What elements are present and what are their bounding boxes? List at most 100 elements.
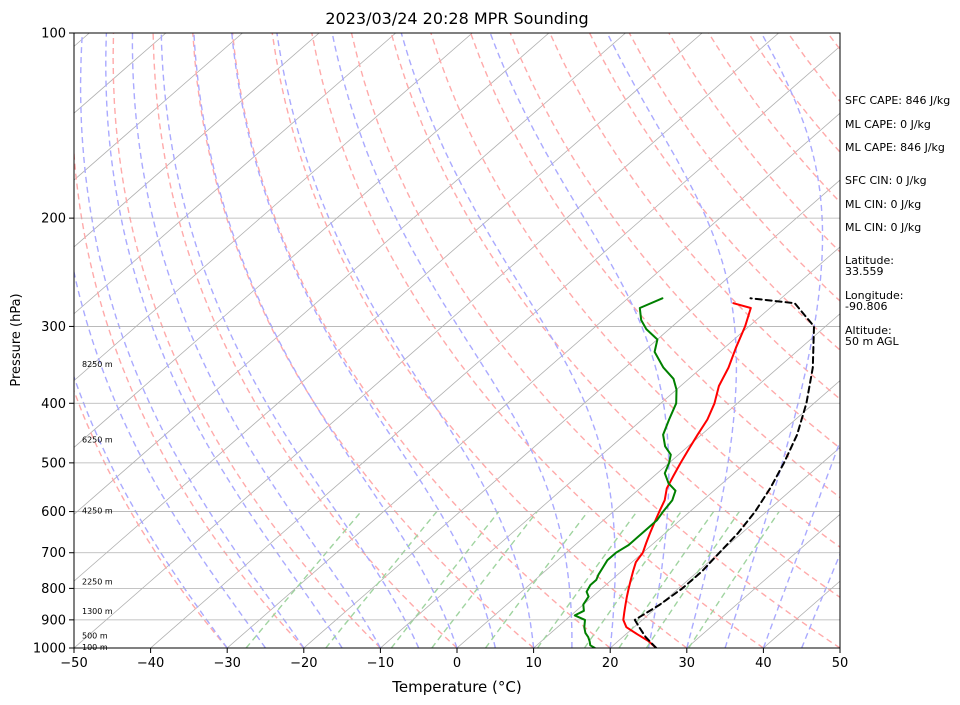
y-axis-ticks: 1000 900 800 700 600 500 400 300 200 100 bbox=[33, 27, 74, 657]
moist-adiabat-line bbox=[606, 33, 738, 648]
y-tick-label: 700 bbox=[41, 546, 66, 561]
y-tick-label: 1000 bbox=[33, 642, 66, 657]
height-label: 2250 m bbox=[82, 578, 113, 587]
mixing-ratio-line bbox=[431, 511, 538, 648]
y-tick-label: 300 bbox=[41, 320, 66, 335]
chart-title: 2023/03/24 20:28 MPR Sounding bbox=[325, 9, 588, 28]
x-tick-label: −20 bbox=[290, 656, 317, 671]
dry-adiabat-line bbox=[549, 33, 840, 400]
mixing-ratio-line bbox=[245, 511, 362, 648]
x-tick-label: −50 bbox=[60, 656, 87, 671]
x-tick-label: −10 bbox=[367, 656, 394, 671]
mixing-ratio-line bbox=[325, 511, 438, 648]
y-tick-label: 900 bbox=[41, 613, 66, 628]
dewpoint-line bbox=[573, 297, 678, 648]
dry-adiabat-line bbox=[390, 33, 840, 599]
ml-cape-text: ML CAPE: 0 J/kg bbox=[845, 118, 931, 131]
x-tick-label: 30 bbox=[679, 656, 696, 671]
x-tick-label: 20 bbox=[602, 656, 619, 671]
info-panel: SFC CAPE: 846 J/kg ML CAPE: 0 J/kg ML CA… bbox=[845, 94, 950, 348]
height-label: 8250 m bbox=[82, 360, 113, 369]
plot-frame bbox=[73, 32, 841, 649]
y-tick-label: 200 bbox=[41, 212, 66, 227]
longitude-label: Longitude: bbox=[845, 289, 903, 302]
moist-adiabat-line bbox=[105, 33, 343, 648]
moist-adiabat-line bbox=[400, 33, 616, 648]
isotherm-line bbox=[150, 45, 840, 648]
isotherm-line bbox=[609, 446, 840, 648]
isotherm-line bbox=[380, 246, 840, 648]
parcel-path-line bbox=[633, 297, 815, 648]
x-tick-label: −30 bbox=[213, 656, 240, 671]
background-lines bbox=[74, 33, 960, 648]
dry-adiabat-line bbox=[271, 33, 688, 648]
dry-adiabat-line bbox=[231, 33, 611, 648]
x-axis-label: Temperature (°C) bbox=[391, 678, 521, 696]
dry-adiabat-line bbox=[947, 33, 960, 648]
isotherm-line bbox=[533, 380, 840, 648]
y-axis-label: Pressure (hPa) bbox=[9, 293, 24, 386]
moist-adiabat-line bbox=[193, 33, 458, 648]
isotherm-line bbox=[74, 33, 703, 582]
isotherm-line bbox=[74, 33, 243, 181]
sfc-cape-text: SFC CAPE: 846 J/kg bbox=[845, 94, 950, 107]
ml-cin-2-text: ML CIN: 0 J/kg bbox=[845, 221, 921, 234]
dry-adiabat-line bbox=[430, 33, 840, 549]
ml-cape-2-text: ML CAPE: 846 J/kg bbox=[845, 141, 945, 154]
dry-adiabat-line bbox=[628, 33, 840, 302]
dry-adiabat-line bbox=[192, 33, 535, 648]
dry-adiabat-line bbox=[112, 33, 381, 648]
moist-adiabat-line bbox=[489, 33, 670, 648]
y-tick-label: 600 bbox=[41, 505, 66, 520]
dry-adiabat-line bbox=[588, 33, 840, 351]
y-tick-label: 100 bbox=[41, 27, 66, 42]
dry-adiabat-line bbox=[74, 388, 228, 648]
isotherm-line bbox=[74, 33, 167, 114]
moist-adiabat-line bbox=[74, 374, 228, 648]
isobar-gridlines bbox=[74, 33, 840, 648]
moist-adiabat-line bbox=[276, 33, 535, 648]
height-label: 6250 m bbox=[82, 435, 113, 444]
height-label: 100 m bbox=[82, 643, 108, 652]
latitude-label: Latitude: bbox=[845, 254, 894, 267]
y-tick-label: 500 bbox=[41, 456, 66, 471]
x-tick-label: −40 bbox=[137, 656, 164, 671]
moist-adiabat-line bbox=[131, 33, 382, 648]
isotherm-line bbox=[74, 33, 396, 315]
moist-adiabat-line bbox=[74, 269, 267, 648]
dry-adiabat-line bbox=[152, 33, 458, 648]
sfc-cin-text: SFC CIN: 0 J/kg bbox=[845, 174, 927, 187]
x-tick-label: 40 bbox=[755, 656, 772, 671]
isotherm-line bbox=[74, 33, 550, 448]
moist-adiabat-line bbox=[79, 33, 305, 648]
height-label: 500 m bbox=[82, 632, 108, 641]
y-tick-label: 400 bbox=[41, 397, 66, 412]
altitude-label: Altitude: bbox=[845, 324, 892, 337]
x-axis-ticks: −50 −40 −30 −20 −10 0 10 20 30 40 50 bbox=[60, 648, 848, 671]
moist-adiabat-line bbox=[724, 33, 824, 648]
isotherm-line bbox=[74, 33, 320, 248]
ml-cin-text: ML CIN: 0 J/kg bbox=[845, 198, 921, 211]
x-tick-label: 50 bbox=[832, 656, 849, 671]
mixing-ratio-line bbox=[484, 511, 589, 648]
dry-adiabat-line bbox=[350, 33, 840, 648]
isotherm-line bbox=[74, 33, 779, 648]
x-tick-label: 10 bbox=[525, 656, 542, 671]
dry-adiabat-line bbox=[311, 33, 764, 648]
dry-adiabat-line bbox=[74, 33, 305, 648]
mixing-ratio-line bbox=[536, 511, 638, 648]
height-label: 4250 m bbox=[82, 507, 113, 516]
altitude-value: 50 m AGL bbox=[845, 335, 900, 348]
dry-adiabat-line bbox=[509, 33, 840, 450]
mixing-ratio-line bbox=[390, 511, 500, 648]
x-tick-label: 0 bbox=[453, 656, 461, 671]
y-tick-label: 800 bbox=[41, 582, 66, 597]
latitude-value: 33.559 bbox=[845, 265, 884, 278]
isotherm-line bbox=[456, 313, 840, 648]
series-layer bbox=[573, 297, 815, 648]
moist-adiabat-line bbox=[762, 439, 840, 648]
dry-adiabat-line bbox=[469, 33, 840, 499]
isotherm-line bbox=[74, 33, 626, 515]
